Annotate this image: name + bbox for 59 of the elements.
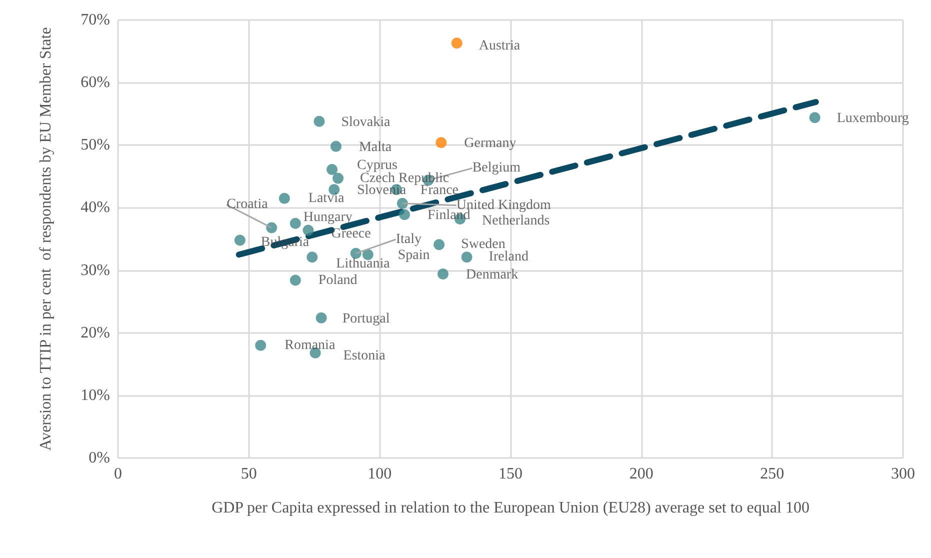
annotation: Cyprus bbox=[357, 158, 398, 174]
point bbox=[332, 172, 344, 184]
annotation: Estonia bbox=[343, 348, 386, 364]
x-tick-label: 300 bbox=[891, 466, 915, 482]
x-tick-label: 100 bbox=[368, 466, 392, 482]
annotation: Hungary bbox=[303, 210, 352, 225]
point bbox=[399, 209, 410, 220]
y-tick-label: 60% bbox=[80, 74, 110, 92]
annotation: Malta bbox=[358, 140, 392, 155]
point bbox=[290, 274, 301, 286]
point bbox=[255, 340, 266, 351]
x-tick-label: 200 bbox=[629, 466, 654, 482]
y-tick-label: 20% bbox=[80, 324, 110, 342]
x-tick-label: 50 bbox=[240, 466, 257, 482]
annotation: Greece bbox=[331, 226, 371, 242]
point bbox=[809, 112, 820, 124]
annotation: France bbox=[420, 183, 459, 198]
point bbox=[461, 252, 472, 263]
annotation: Portugal bbox=[342, 311, 390, 326]
annotation: Belgium bbox=[472, 160, 521, 176]
annotation: Luxembourg bbox=[836, 111, 909, 126]
y-tick-label: 30% bbox=[80, 262, 110, 279]
annotation: Denmark bbox=[466, 268, 518, 283]
point bbox=[306, 252, 318, 263]
y-tick-label: 50% bbox=[80, 136, 110, 154]
annotation: Ireland bbox=[488, 250, 528, 265]
annotation: Lithuania bbox=[336, 256, 391, 272]
point bbox=[290, 218, 301, 229]
annotation: Italy bbox=[396, 232, 422, 247]
annotation: Germany bbox=[464, 136, 516, 152]
x-tick-label: 150 bbox=[498, 466, 522, 482]
y-tick-label: 0% bbox=[88, 450, 110, 466]
annotation: Croatia bbox=[226, 197, 269, 212]
x-axis-title: GDP per Capita expressed in relation to the European Union (EU28) average set to equal 100 bbox=[212, 500, 810, 516]
point bbox=[438, 268, 448, 280]
point bbox=[302, 224, 314, 236]
annotation: Poland bbox=[318, 272, 358, 288]
annotation: Spain bbox=[398, 248, 430, 264]
point bbox=[434, 239, 445, 250]
point bbox=[451, 38, 462, 49]
point bbox=[314, 116, 325, 127]
y-tick-label: 10% bbox=[80, 386, 110, 404]
point bbox=[234, 234, 246, 246]
y-tick-label: 40% bbox=[80, 199, 110, 216]
point bbox=[436, 137, 447, 148]
point bbox=[278, 192, 290, 204]
annotation: Netherlands bbox=[482, 213, 550, 228]
annotation: Romania bbox=[284, 338, 336, 353]
point bbox=[330, 140, 342, 152]
x-tick-label: 0 bbox=[114, 466, 122, 482]
x-tick-label: 250 bbox=[760, 466, 784, 482]
annotation: Latvia bbox=[308, 190, 345, 206]
point bbox=[326, 164, 338, 176]
point bbox=[396, 198, 408, 209]
annotation: Slovakia bbox=[341, 114, 391, 130]
y-tick-label: 70% bbox=[80, 12, 110, 28]
y-axis-title: Aversion to TTIP in per cent of respondents by EU Member State bbox=[38, 27, 54, 451]
annotation: Austria bbox=[478, 38, 521, 54]
point bbox=[316, 312, 327, 324]
